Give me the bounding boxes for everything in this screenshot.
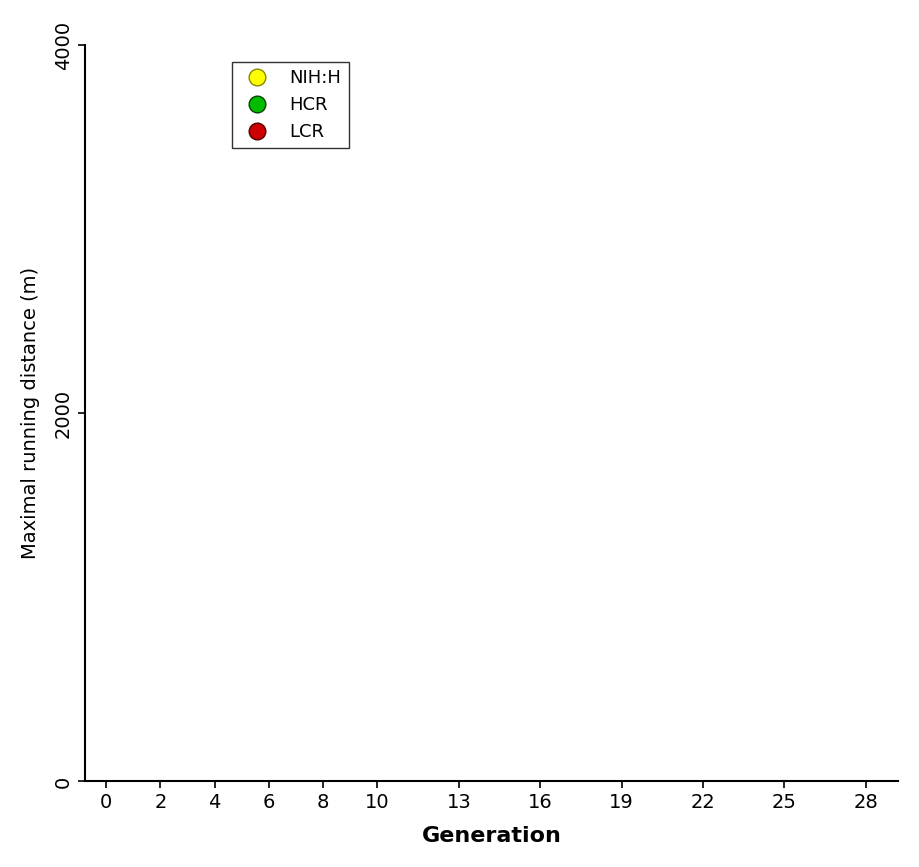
Legend: NIH:H, HCR, LCR: NIH:H, HCR, LCR bbox=[232, 62, 348, 148]
X-axis label: Generation: Generation bbox=[422, 826, 562, 846]
Y-axis label: Maximal running distance (m): Maximal running distance (m) bbox=[21, 267, 40, 559]
